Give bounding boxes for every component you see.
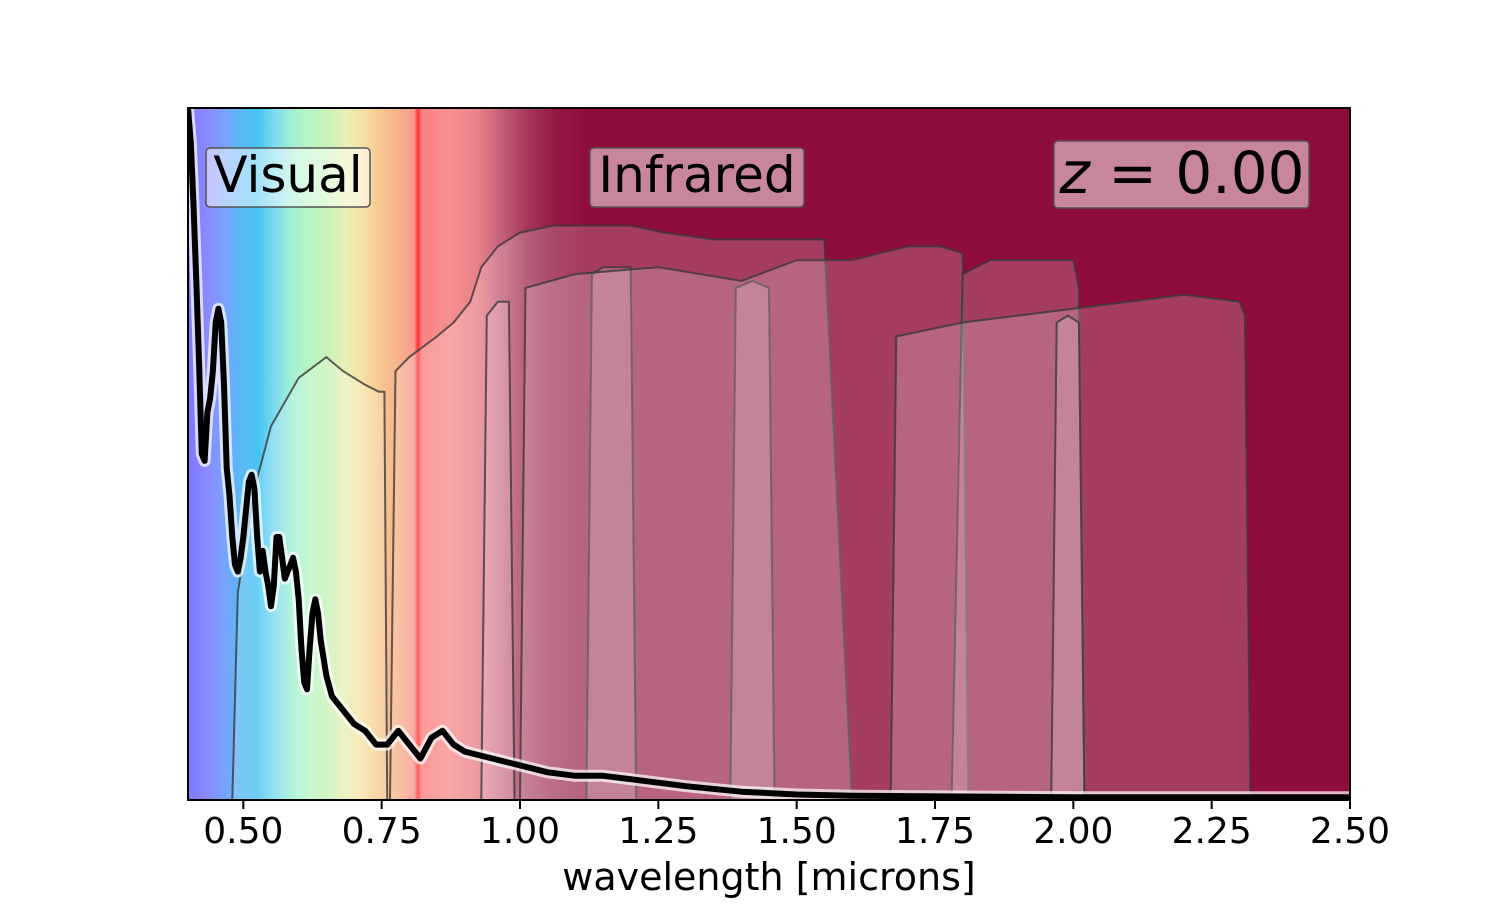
plot-frame (187, 107, 1351, 801)
spectral-background (188, 108, 1350, 800)
redshift-variable: z (1058, 139, 1091, 207)
x-tick-label: 1.50 (757, 811, 837, 852)
x-tick-label: 0.50 (203, 811, 283, 852)
redshift-label: z = 0.00 (1058, 139, 1304, 207)
visual-label: Visual (213, 146, 362, 204)
infrared-label: Infrared (598, 146, 795, 204)
x-tick-label: 0.75 (342, 811, 422, 852)
x-tick-label: 2.00 (1033, 811, 1113, 852)
filter-Y-band (480, 300, 516, 800)
x-tick-label: 2.25 (1172, 811, 1252, 852)
infrared-label-box: Infrared (589, 146, 805, 208)
visual-label-box: Visual (205, 146, 371, 208)
x-tick-label: 1.25 (618, 811, 698, 852)
spectrum-series (188, 108, 1350, 800)
x-axis: 0.50 0.75 1.00 1.25 1.50 1.75 2.00 2.25 2.50 (203, 800, 1390, 852)
x-tick-label: 1.75 (895, 811, 975, 852)
x-tick-label: 1.00 (480, 811, 560, 852)
filter-Ks-wide-band (889, 293, 1252, 800)
x-tick-label: 2.50 (1310, 811, 1390, 852)
x-axis-label: wavelength [microns] (562, 855, 975, 899)
filter-narrow-band-1.4 (729, 279, 776, 800)
filter-H-band (518, 245, 970, 800)
spectrum-line (188, 108, 1350, 800)
redshift-value: = 0.00 (1090, 139, 1305, 207)
filter-z-band (388, 224, 854, 800)
filter-narrow-band-2.0 (1050, 314, 1086, 800)
filter-J-band (585, 266, 638, 800)
redshift-label-box: z = 0.00 (1053, 139, 1310, 209)
filter-curves (231, 224, 1252, 800)
